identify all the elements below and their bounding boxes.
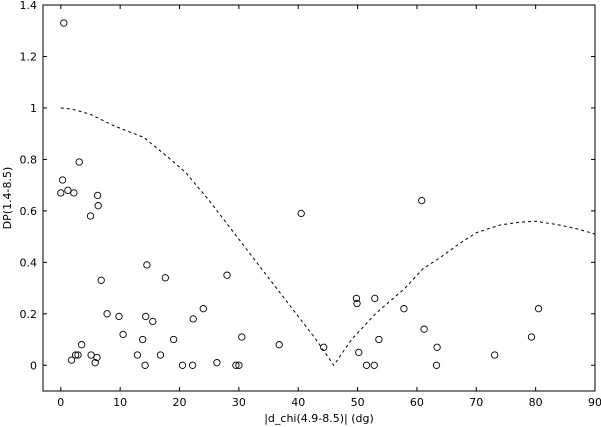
y-axis-label: DP(1.4-8.5) (1, 167, 14, 230)
data-point (93, 353, 101, 362)
data-point (156, 351, 165, 359)
x-tick-label: 20 (173, 396, 187, 409)
data-point (189, 315, 197, 323)
plot-frame (42, 4, 596, 392)
data-point (297, 209, 305, 218)
data-point (527, 333, 536, 341)
y-tick-labels: 0 0.2 0.4 0.6 0.8 1 1.2 1.4 (20, 0, 38, 372)
data-point (375, 335, 383, 344)
data-point (97, 276, 105, 284)
y-tick-label: 1.4 (20, 0, 38, 12)
data-point (213, 359, 221, 367)
data-point (199, 305, 207, 313)
data-point (232, 361, 240, 369)
x-tick-label: 60 (410, 396, 424, 409)
data-point (238, 333, 246, 341)
data-point (188, 361, 197, 369)
data-point (71, 351, 80, 359)
data-point (371, 294, 379, 303)
data-point (119, 330, 127, 339)
data-point (139, 335, 147, 344)
y-tick-label: 0 (30, 359, 37, 372)
data-point (75, 158, 83, 166)
x-tick-label: 50 (351, 396, 365, 409)
data-point (133, 351, 142, 359)
data-point (58, 176, 67, 184)
y-tick-label: 0.8 (20, 153, 38, 166)
data-point (178, 361, 187, 369)
data-point (74, 351, 82, 359)
data-point (433, 343, 441, 351)
points-layer (57, 19, 543, 369)
data-point (143, 261, 151, 269)
data-point (362, 361, 371, 369)
x-tick-labels: 0 10 20 30 40 50 60 70 80 90 (57, 396, 601, 409)
data-point (353, 299, 361, 308)
data-point (93, 191, 102, 200)
dashed-curve-layer (60, 107, 596, 367)
axis-ticks (43, 4, 596, 391)
data-point (235, 361, 243, 369)
data-point (352, 294, 361, 303)
x-tick-label: 30 (232, 396, 246, 409)
data-point (142, 312, 150, 321)
y-tick-label: 1.2 (20, 50, 38, 63)
data-point (491, 351, 499, 359)
data-point (91, 359, 99, 367)
data-point (64, 186, 72, 194)
data-point (223, 271, 231, 279)
y-tick-label: 0.4 (20, 256, 38, 269)
data-point (60, 19, 68, 27)
data-point (70, 189, 78, 197)
x-tick-label: 0 (57, 396, 64, 409)
y-tick-label: 0.2 (20, 308, 38, 321)
data-point (141, 361, 149, 369)
data-point (86, 212, 95, 220)
data-point (87, 351, 95, 359)
data-point (370, 361, 378, 369)
data-point (77, 341, 86, 349)
data-point (320, 343, 328, 351)
data-point (418, 196, 426, 205)
data-point (275, 341, 283, 349)
data-point (67, 356, 76, 364)
x-tick-label: 10 (113, 396, 127, 409)
data-point (432, 361, 441, 369)
y-tick-label: 1 (30, 102, 37, 115)
dashed-curve (60, 107, 596, 367)
data-point (149, 317, 157, 326)
x-axis-label: |d_chi(4.9-8.5)| (dg) (264, 412, 374, 425)
data-point (103, 310, 111, 318)
data-point (534, 305, 543, 313)
data-point (94, 202, 102, 210)
x-tick-label: 70 (469, 396, 483, 409)
data-point (57, 189, 65, 197)
data-point (115, 312, 123, 321)
x-tick-label: 40 (291, 396, 305, 409)
data-point (169, 335, 178, 344)
data-point (355, 348, 363, 357)
data-point (420, 325, 428, 333)
data-point (161, 274, 169, 282)
x-tick-label: 90 (588, 396, 601, 409)
data-point (400, 305, 408, 313)
x-tick-label: 80 (529, 396, 543, 409)
y-tick-label: 0.6 (20, 205, 38, 218)
